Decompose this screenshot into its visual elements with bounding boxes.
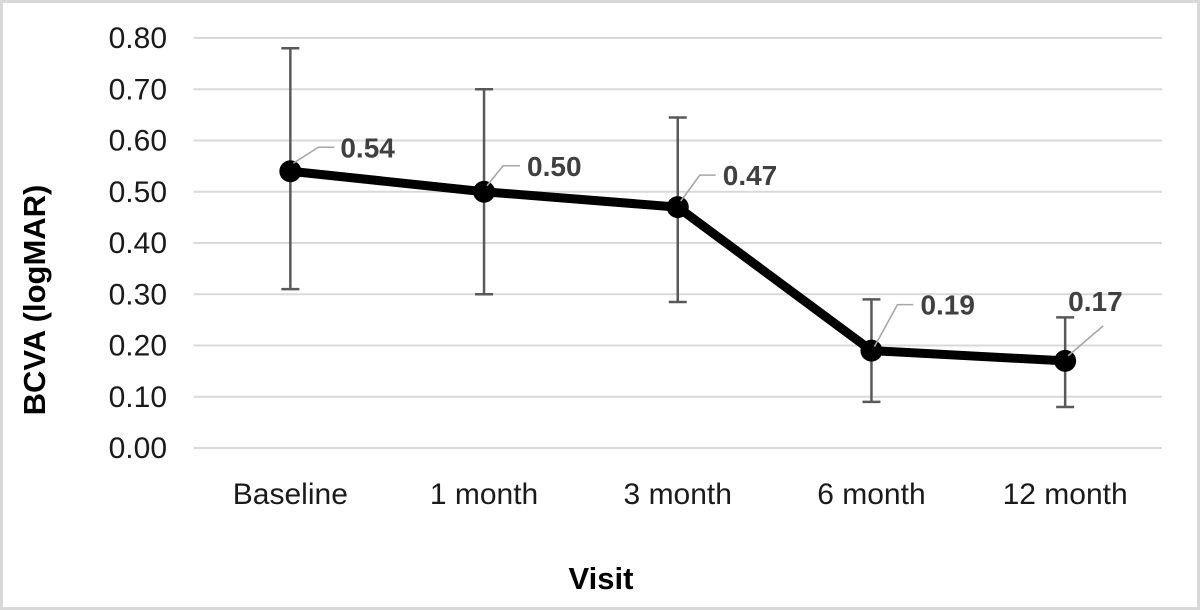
data-label: 0.50 xyxy=(527,151,582,182)
data-point-marker xyxy=(860,339,883,362)
x-tick-label: 6 month xyxy=(817,478,925,511)
data-point-marker xyxy=(473,180,496,203)
y-tick-label: 0.30 xyxy=(109,278,167,311)
y-tick-label: 0.70 xyxy=(109,73,167,106)
y-tick-label: 0.00 xyxy=(109,432,167,465)
x-tick-label: 3 month xyxy=(624,478,732,511)
y-tick-label: 0.20 xyxy=(109,330,167,363)
data-point-marker xyxy=(1054,349,1077,372)
data-label: 0.19 xyxy=(920,290,975,321)
data-label-leader-line xyxy=(292,146,335,164)
data-label: 0.17 xyxy=(1068,286,1123,317)
y-axis-title: BCVA (logMAR) xyxy=(17,185,52,416)
data-label: 0.54 xyxy=(340,132,395,163)
data-point-marker xyxy=(279,160,302,183)
data-label-leader-line xyxy=(486,164,521,187)
x-tick-label: Baseline xyxy=(233,478,348,511)
x-tick-label: 12 month xyxy=(1003,478,1128,511)
data-label-leader-line xyxy=(1067,325,1104,357)
y-tick-label: 0.40 xyxy=(109,227,167,260)
x-axis-title: Visit xyxy=(569,561,634,596)
data-label-leader-line xyxy=(873,303,914,348)
y-tick-label: 0.80 xyxy=(109,22,167,55)
data-label: 0.47 xyxy=(723,160,778,191)
data-point-marker xyxy=(666,196,689,219)
x-tick-label: 1 month xyxy=(430,478,538,511)
y-tick-label: 0.50 xyxy=(109,176,167,209)
y-tick-label: 0.10 xyxy=(109,381,167,414)
data-label-leader-line xyxy=(680,174,716,202)
y-tick-label: 0.60 xyxy=(109,125,167,158)
